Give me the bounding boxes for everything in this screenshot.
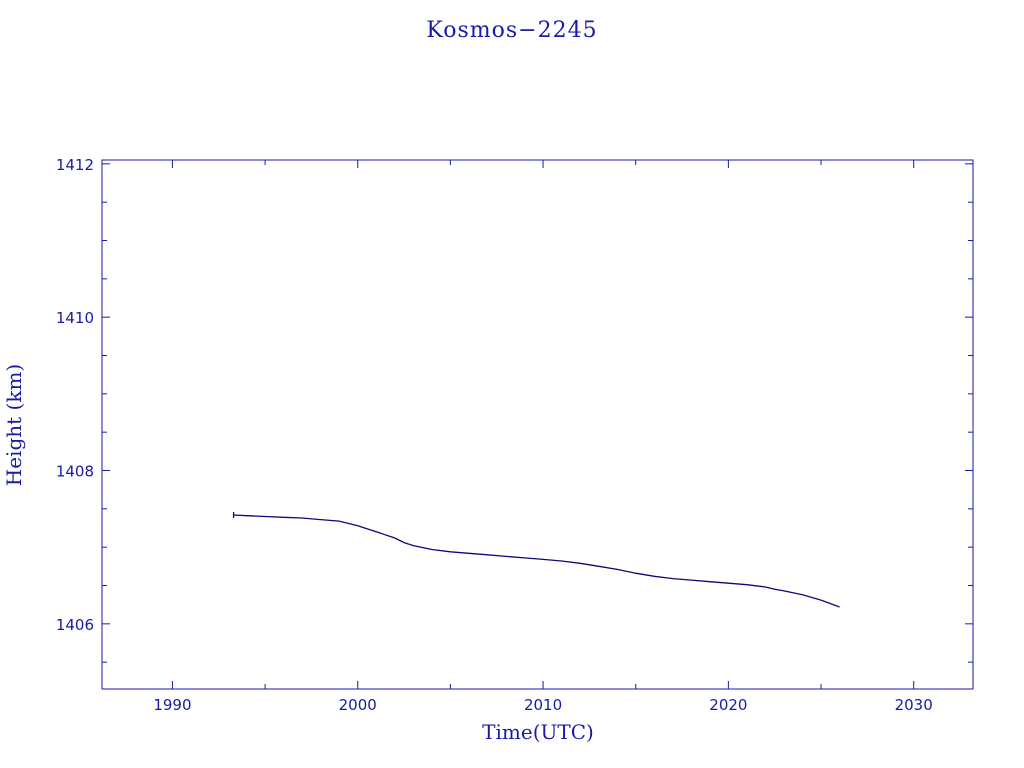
x-axis-label: Time(UTC) xyxy=(482,720,594,744)
chart-title: Kosmos−2245 xyxy=(426,18,597,43)
axis-ticks: 1990 2000 2010 2020 2030 1406 1408 1410 1412 xyxy=(56,156,973,714)
x-tick-label: 2030 xyxy=(895,696,933,714)
height-series-line-0 xyxy=(233,514,840,608)
x-tick-label: 2020 xyxy=(709,696,747,714)
y-tick-label: 1410 xyxy=(56,309,94,327)
plot-frame xyxy=(101,159,974,690)
y-tick-label: 1408 xyxy=(56,463,94,481)
y-axis-label: Height (km) xyxy=(2,364,26,486)
x-tick-label: 1990 xyxy=(153,696,191,714)
x-tick-label: 2010 xyxy=(524,696,562,714)
y-tick-label: 1412 xyxy=(56,156,94,174)
series-layer xyxy=(232,511,840,608)
x-tick-label: 2000 xyxy=(339,696,377,714)
y-tick-label: 1406 xyxy=(56,616,94,634)
